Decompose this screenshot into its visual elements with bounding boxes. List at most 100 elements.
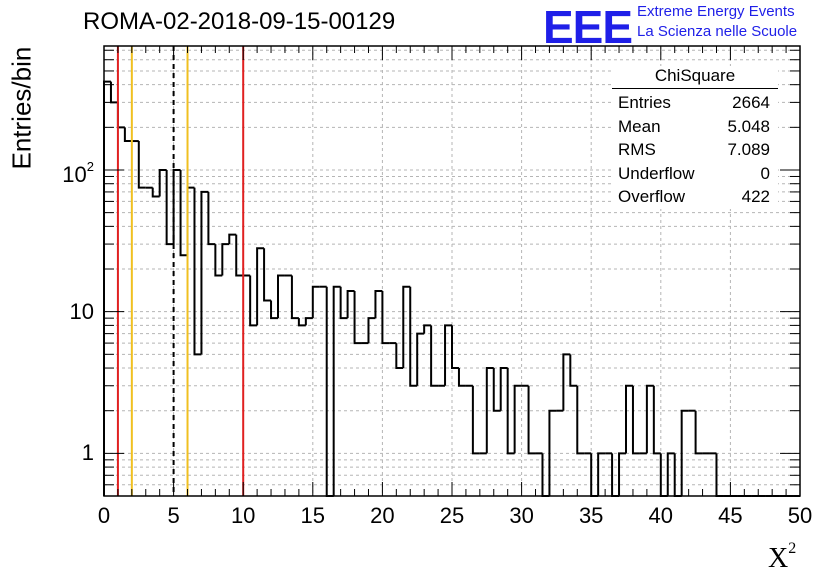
stats-row: RMS 7.089 xyxy=(612,138,778,162)
histogram-bin xyxy=(430,325,439,387)
histogram-bin xyxy=(214,244,223,277)
histogram-bin xyxy=(304,317,313,326)
stats-row-value: 2664 xyxy=(732,93,770,112)
histogram-bin xyxy=(645,384,654,454)
stats-row: Underflow 0 xyxy=(612,162,778,186)
histogram-bin xyxy=(290,275,299,320)
x-tick-label: 0 xyxy=(97,503,111,528)
histogram-bin xyxy=(123,127,132,143)
histogram-bin xyxy=(172,168,181,245)
x-axis-label-base: X xyxy=(768,543,789,574)
histogram-bin xyxy=(680,409,689,496)
histogram-bin xyxy=(270,300,278,320)
stats-box: ChiSquare Entries 2664 Mean 5.048 RMS 7.089 Un… xyxy=(612,66,778,209)
x-tick-label: 5 xyxy=(167,503,180,528)
histogram-bin xyxy=(499,367,508,411)
histogram-bin xyxy=(457,368,466,387)
histogram-bin xyxy=(513,384,522,454)
x-axis-label-sup: 2 xyxy=(788,540,797,557)
histogram-bin xyxy=(492,368,501,412)
y-tick-100-base: 10 xyxy=(62,162,87,187)
histogram-bin xyxy=(423,324,432,334)
stats-row-value: 0 xyxy=(760,163,770,183)
y-tick-1: 1 xyxy=(81,440,94,465)
histogram-bin xyxy=(652,385,661,455)
histogram-bin xyxy=(506,368,515,455)
histogram-bin xyxy=(416,332,425,386)
histogram-bin xyxy=(221,243,230,276)
histogram-bin xyxy=(235,234,244,277)
histogram-bin xyxy=(332,285,341,496)
histogram-bin xyxy=(381,290,390,345)
histogram-bin xyxy=(367,317,376,344)
histogram-bin xyxy=(193,187,202,356)
histogram-bin xyxy=(137,141,146,189)
stats-row-value: 422 xyxy=(741,187,770,206)
stats-row-value: 7.089 xyxy=(727,140,770,159)
histogram-bin xyxy=(297,318,306,327)
histogram-bin xyxy=(228,233,237,245)
x-tick-label: 10 xyxy=(230,503,256,528)
histogram-bin xyxy=(631,385,640,455)
histogram-bin xyxy=(562,353,571,411)
histogram-bin xyxy=(277,274,285,319)
histogram-bin xyxy=(451,325,459,370)
histogram-bin xyxy=(207,191,216,246)
stats-row: Overflow 422 xyxy=(612,185,778,209)
x-tick-label: 25 xyxy=(439,503,465,528)
histogram-bin xyxy=(576,385,585,455)
histogram-bin xyxy=(402,285,411,369)
stats-row-label: Entries xyxy=(618,93,671,112)
histogram-bin xyxy=(569,354,578,387)
histogram-bin xyxy=(485,367,494,454)
x-tick-label: 35 xyxy=(578,503,604,528)
x-tick-label: 30 xyxy=(509,503,534,528)
histogram-bin xyxy=(527,385,536,455)
histogram-bin xyxy=(548,409,557,496)
eee-logo: EEE xyxy=(543,1,633,53)
stats-row-label: Overflow xyxy=(618,187,686,206)
histogram-bin xyxy=(158,168,167,197)
y-axis-label: Entries/bin xyxy=(6,46,37,170)
histogram-bin xyxy=(597,452,606,496)
stats-title: ChiSquare xyxy=(612,66,778,89)
stats-row-value: 5.048 xyxy=(727,116,770,136)
histogram-bin xyxy=(151,187,160,198)
x-tick-label: 40 xyxy=(648,503,674,528)
histogram-bin xyxy=(694,410,703,455)
histogram-bin xyxy=(346,289,355,319)
logo-line1: Extreme Energy Events xyxy=(637,3,795,20)
x-axis-label: X2 xyxy=(768,540,796,575)
histogram-bin xyxy=(374,289,383,319)
logo-line2: La Scienza nelle Scuole xyxy=(637,23,798,40)
histogram-bin xyxy=(409,286,418,387)
x-tick-label: 20 xyxy=(370,503,395,528)
stats-row: Entries 2664 xyxy=(612,91,778,115)
chart-title: ROMA-02-2018-09-15-00129 xyxy=(83,8,396,35)
x-tick-label: 45 xyxy=(718,503,743,528)
histogram-bin xyxy=(116,102,125,129)
stats-rows: Entries 2664 Mean 5.048 RMS 7.089 Underflow 0 Ov… xyxy=(612,91,778,209)
histogram-bin xyxy=(339,286,348,320)
x-tick-label: 15 xyxy=(300,503,326,528)
stats-row: Mean 5.048 xyxy=(612,115,778,139)
histogram-bin xyxy=(471,385,480,455)
histogram-bin xyxy=(444,324,452,386)
stats-row-label: Mean xyxy=(618,116,661,136)
y-tick-10: 10 xyxy=(69,299,94,324)
reference-lines xyxy=(116,46,245,496)
histogram-bin xyxy=(625,384,633,454)
histogram-bin xyxy=(200,190,209,355)
y-tick-100-sup: 2 xyxy=(86,159,94,174)
histogram-bin xyxy=(353,290,362,345)
grid xyxy=(104,46,800,496)
histogram-bin xyxy=(263,248,272,302)
histogram-bin xyxy=(165,169,174,246)
histogram-bin xyxy=(618,452,626,496)
histogram-bin xyxy=(103,80,111,496)
histogram-bin xyxy=(666,452,675,496)
axis-ticks xyxy=(103,46,801,496)
histogram-bin xyxy=(395,343,404,370)
stats-row-label: Underflow xyxy=(618,163,695,183)
